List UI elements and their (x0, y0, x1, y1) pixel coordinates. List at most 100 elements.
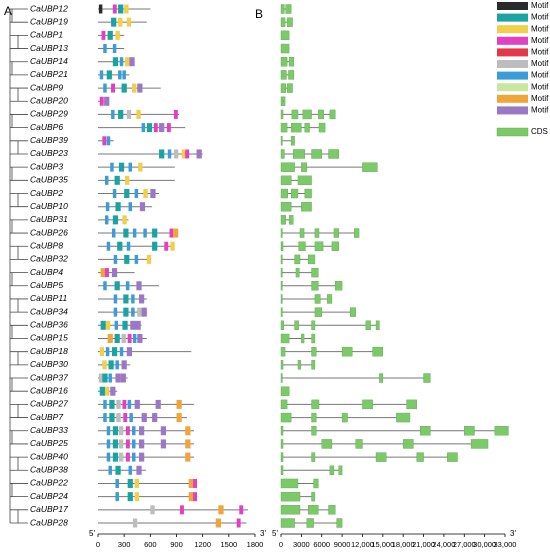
motif (160, 439, 167, 449)
gene-name: CaUBP35 (30, 175, 68, 185)
motif (138, 162, 143, 172)
gene-name: CaUBP33 (30, 425, 68, 435)
motif (181, 149, 187, 159)
cds (416, 452, 424, 462)
gene-name: CaUBP8 (30, 240, 63, 250)
motif (143, 228, 147, 238)
motif (107, 30, 113, 40)
motif (122, 215, 127, 225)
motif (173, 149, 179, 159)
cds (280, 333, 290, 344)
cds (494, 426, 509, 436)
gene-name: CaUBP9 (30, 82, 63, 92)
motif (101, 30, 106, 40)
motif (127, 492, 133, 502)
motif (185, 149, 190, 159)
cds (372, 346, 384, 357)
cds (280, 96, 284, 106)
motif (131, 294, 135, 304)
gene-name: CaUBP24 (30, 491, 68, 501)
cds (280, 360, 284, 370)
motif (102, 136, 107, 146)
motif (114, 333, 120, 343)
motif (170, 241, 175, 251)
motif (106, 426, 111, 436)
motif (185, 426, 191, 436)
cds (396, 412, 411, 423)
motif (111, 109, 115, 119)
cds (280, 175, 292, 186)
cds (341, 346, 353, 357)
motif (104, 215, 109, 225)
motif (99, 347, 105, 357)
motif (169, 228, 174, 238)
gene-name: CaUBP7 (30, 412, 63, 422)
gene-name: CaUBP30 (30, 359, 68, 369)
motif (126, 347, 133, 357)
cds (318, 122, 326, 133)
motif (105, 320, 111, 330)
cds (311, 452, 316, 462)
gene-name: CaUBP13 (30, 43, 68, 53)
cds (329, 465, 335, 475)
motif (123, 294, 129, 304)
cds (280, 215, 286, 225)
cds (314, 294, 321, 304)
cds (280, 491, 301, 502)
motif (106, 70, 112, 80)
motif (103, 281, 107, 291)
motif (132, 452, 136, 462)
cds (280, 241, 284, 251)
motif (134, 492, 139, 502)
cds (283, 96, 286, 106)
tick-label: 0 (279, 540, 283, 549)
motif (122, 320, 128, 330)
cds (280, 320, 284, 331)
motif (129, 57, 135, 67)
motif (100, 268, 106, 278)
cds (302, 109, 312, 120)
motif (137, 83, 143, 93)
cds (335, 281, 343, 291)
motif (107, 333, 113, 343)
motif (132, 518, 138, 528)
motif (106, 136, 111, 146)
cds (311, 149, 322, 159)
motif (108, 373, 112, 383)
legend-label: Motif 2 (531, 24, 550, 33)
motif (113, 254, 118, 264)
motif (114, 281, 120, 291)
cds (354, 228, 360, 238)
legend-swatch (497, 48, 528, 57)
cds (280, 162, 295, 172)
tick-label: 18,000 (392, 540, 415, 549)
gene-name: CaUBP26 (30, 227, 68, 237)
gene-name: CaUBP3 (30, 161, 63, 171)
cds (280, 426, 284, 436)
motif (105, 347, 110, 357)
panel-label: B (255, 7, 263, 21)
cds (290, 188, 299, 199)
motif (132, 439, 136, 449)
legend-swatch (497, 2, 528, 10)
motif (102, 373, 108, 383)
tick-label: 33,000 (494, 540, 517, 549)
motif (138, 439, 145, 449)
gene-name: CaUBP15 (30, 333, 68, 343)
legend-label: Motif 9 (531, 106, 550, 115)
motif (112, 189, 117, 199)
motif (99, 386, 105, 396)
cds (280, 122, 288, 133)
motif (118, 439, 124, 449)
cds (423, 373, 431, 383)
motif (138, 426, 145, 436)
gene-name: CaUBP12 (30, 3, 68, 13)
cds (280, 136, 283, 146)
gene-name: CaUBP28 (30, 517, 68, 527)
motif (141, 307, 147, 317)
motif (104, 386, 110, 396)
motif (111, 268, 118, 278)
motif (188, 492, 194, 502)
cds (311, 491, 316, 502)
